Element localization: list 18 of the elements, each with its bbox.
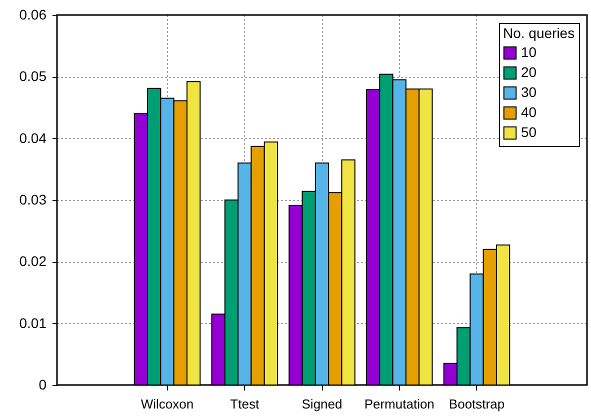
y-tick-label: 0.01 (19, 314, 47, 331)
legend-label: 30 (521, 84, 537, 100)
y-tick-label: 0.02 (19, 253, 47, 270)
x-tick-label: Permutation (364, 396, 434, 412)
y-tick-label: 0 (38, 376, 47, 392)
legend-label: 40 (521, 104, 537, 120)
y-tick-label: 0.06 (19, 6, 47, 22)
legend-label: 50 (521, 124, 537, 140)
y-tick-label: 0.05 (19, 68, 47, 84)
x-tick-label: Wilcoxon (140, 396, 194, 412)
x-tick-label: Signed (302, 396, 342, 412)
x-tick-label: Ttest (230, 396, 260, 412)
legend-label: 10 (521, 44, 537, 60)
legend-label: 20 (521, 64, 537, 80)
legend-title: No. queries (503, 25, 575, 41)
x-tick-label: Bootstrap (448, 396, 505, 412)
y-tick-label: 0.04 (19, 130, 47, 146)
y-tick-label: 0.03 (19, 192, 47, 208)
